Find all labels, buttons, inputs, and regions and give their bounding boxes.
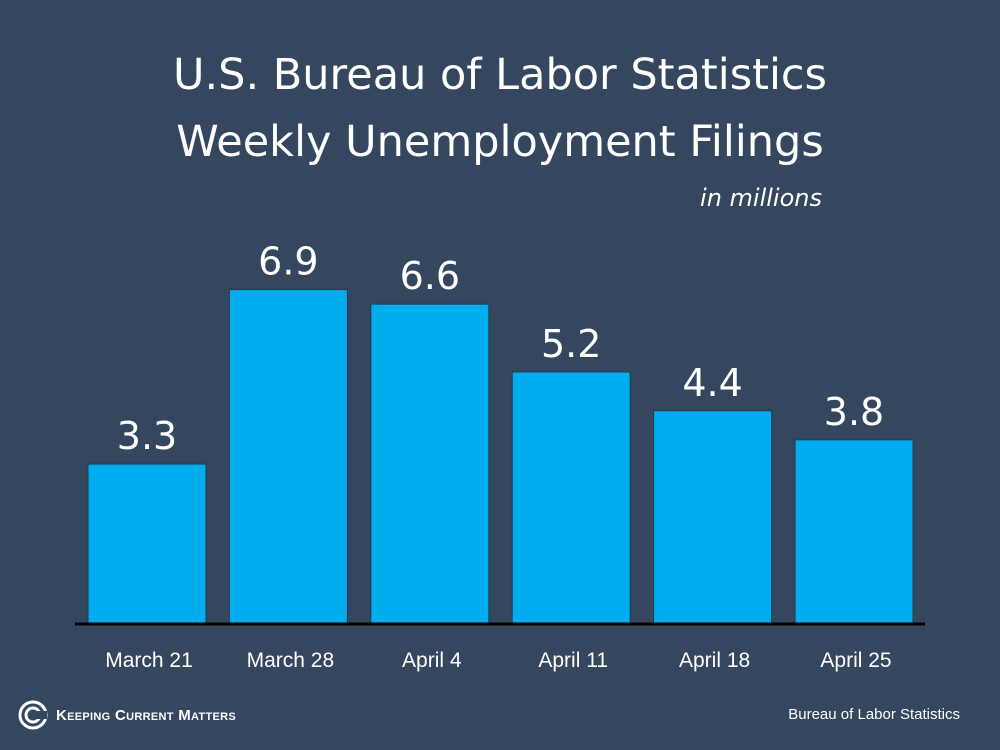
bar xyxy=(511,371,631,625)
data-label: 3.8 xyxy=(824,390,884,434)
unit-label: in millions xyxy=(700,184,822,212)
data-label: 3.3 xyxy=(117,414,177,458)
chart-subtitle: Weekly Unemployment Filings xyxy=(176,117,824,167)
x-tick-label: April 4 xyxy=(402,649,462,672)
x-tick-label: March 28 xyxy=(247,649,335,672)
bar xyxy=(87,463,207,625)
x-tick-label: April 25 xyxy=(820,649,891,672)
x-tick-label: March 21 xyxy=(105,649,193,672)
data-label: 6.9 xyxy=(258,240,318,284)
x-tick-label: April 11 xyxy=(538,649,608,672)
logo-text: Keeping Current Matters xyxy=(56,706,236,724)
bar xyxy=(653,410,773,625)
kcm-logo-icon xyxy=(18,700,48,730)
bar-chart: 3.3 March 21 6.9 March 28 6.6 April 4 5.2 April… xyxy=(75,240,925,672)
chart-title: U.S. Bureau of Labor Statistics xyxy=(173,50,827,100)
data-label: 5.2 xyxy=(541,322,601,366)
data-label: 4.4 xyxy=(682,361,742,405)
bar xyxy=(370,303,490,625)
x-tick-label: April 18 xyxy=(679,649,750,672)
bar xyxy=(794,439,914,625)
source-label: Bureau of Labor Statistics xyxy=(788,706,960,723)
kcm-logo: Keeping Current Matters xyxy=(18,700,236,730)
data-label: 6.6 xyxy=(400,254,460,298)
bar xyxy=(228,289,348,625)
